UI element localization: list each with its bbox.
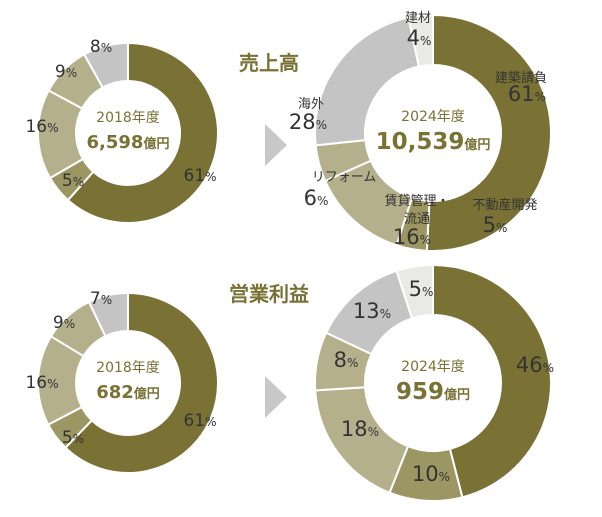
slice-label-6: 5% [409,277,434,301]
slice-1 [432,263,552,499]
donut-chart-4: 46% 10% 18% 8% 13% 5% 2024年度 959億円 [314,263,554,502]
slice-label-5: 28% [289,110,327,134]
slice-label-1: 61% [508,82,546,106]
slice-5 [87,291,129,338]
slice-5 [82,41,129,89]
section-title: 売上高 [239,51,299,75]
slice-label-4: 8% [334,348,359,372]
slice-6 [407,13,434,68]
center-year: 2024年度 [401,359,465,375]
arrow-right-icon [265,376,287,418]
slice-label-4: 9% [55,62,77,82]
slice-label-1: 46% [516,353,554,377]
slice-1 [425,13,552,252]
category-label-2: 不動産開発 [472,197,537,213]
center-year: 2018年度 [96,110,160,126]
donut-chart-1: 61% 5% 16% 9% 8% 2018年度 6,598億円 売上高 [25,37,299,224]
slice-6 [395,263,434,320]
slice-label-1: 61% [183,411,216,431]
slice-1 [66,41,219,224]
slice-1 [63,291,219,474]
category-label-6: 建材 [405,11,431,26]
slice-label-6: 4% [407,26,432,50]
slice-label-1: 61% [183,166,216,186]
slice-5 [314,16,421,147]
category-label-3: 流通 [404,212,430,227]
arrow-right-icon [265,124,287,166]
category-label-3: 賃貸管理・ [384,193,449,209]
slice-label-3: 16% [393,225,431,249]
slice-label-5: 13% [353,299,391,323]
donut-chart-3: 61% 5% 16% 9% 7% 2018年度 682億円 営業利益 [25,282,309,474]
category-label-5: 海外 [298,97,324,112]
slice-label-4: 9% [53,313,75,333]
slice-label-2: 10% [412,462,450,486]
center-value: 959億円 [396,379,470,405]
slice-label-3: 16% [25,117,58,137]
slice-label-4: 6% [304,186,329,210]
category-label-4: リフォーム [312,170,377,185]
center-year: 2024年度 [401,109,465,125]
category-label-1: 建築請負 [495,71,547,86]
section-title: 営業利益 [229,282,309,306]
center-year: 2018年度 [96,360,160,376]
slice-label-2: 5% [62,428,84,448]
slice-label-5: 8% [90,37,112,57]
slice-label-2: 5% [483,213,508,237]
slice-label-3: 18% [341,417,379,441]
center-value: 682億円 [96,382,160,403]
slice-label-2: 5% [62,171,84,191]
center-value: 6,598億円 [87,132,170,153]
slice-label-5: 7% [90,289,112,309]
slice-label-3: 16% [25,373,58,393]
center-value: 10,539億円 [376,129,491,155]
